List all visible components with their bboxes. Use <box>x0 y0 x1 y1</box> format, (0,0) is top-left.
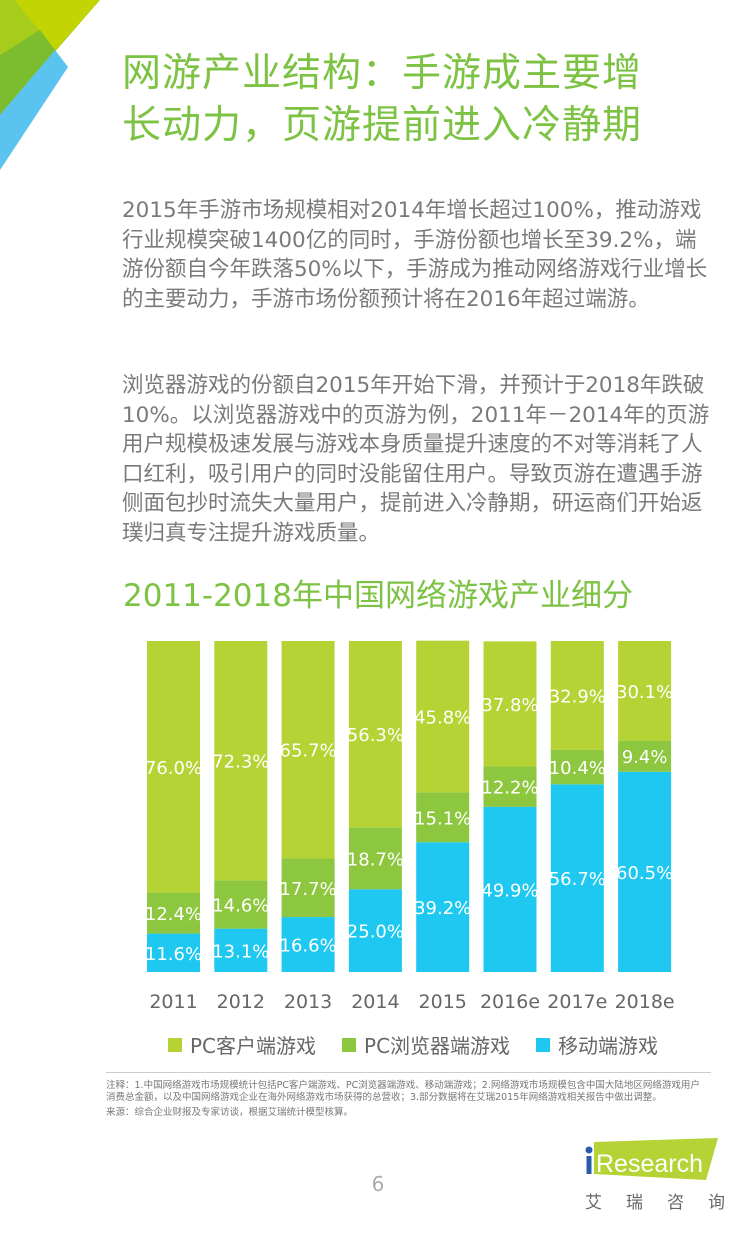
x-tick-label: 2016e <box>480 991 540 1013</box>
data-label: 37.8% <box>481 695 538 716</box>
data-label: 60.5% <box>616 863 673 884</box>
data-label: 16.6% <box>280 936 337 957</box>
bar-segment <box>348 889 402 972</box>
legend-item: 移动端游戏 <box>536 1030 658 1059</box>
bar-segment <box>348 827 402 890</box>
data-label: 72.3% <box>212 752 269 773</box>
divider <box>106 1072 711 1073</box>
legend-label: PC浏览器端游戏 <box>364 1034 511 1058</box>
page-number: 6 <box>371 1172 385 1196</box>
body-paragraph-1: 2015年手游市场规模相对2014年增长超过100%，推动游戏行业规模突破140… <box>122 198 708 312</box>
data-label: 13.1% <box>212 941 269 962</box>
footnote: 注释：1.中国网络游戏市场规模统计包括PC客户端游戏、PC浏览器端游戏、移动端游… <box>106 1080 706 1122</box>
title-line-2: 长动力，页游提前进入冷静期 <box>122 103 643 148</box>
bar-segment <box>281 858 335 918</box>
logo-chinese-name: 艾 瑞 咨 询 <box>585 1188 725 1213</box>
data-label: 10.4% <box>549 758 606 779</box>
bar-segment <box>618 641 672 741</box>
bar-segment <box>550 749 604 785</box>
legend-swatch <box>168 1037 182 1052</box>
svg-text:Research: Research <box>596 1150 703 1178</box>
data-label: 65.7% <box>280 741 337 762</box>
footnote-source: 来源：综合企业财报及专家访谈，根据艾瑞统计模型核算。 <box>106 1107 354 1118</box>
bar-segment <box>550 641 604 750</box>
data-label: 14.6% <box>212 895 269 916</box>
bar-segment <box>483 766 537 807</box>
corner-decoration <box>0 0 100 170</box>
data-label: 11.6% <box>145 944 202 965</box>
logo-char: 瑞 <box>626 1193 643 1213</box>
bar-segment <box>483 806 537 972</box>
bar-segment <box>147 933 200 972</box>
body-paragraph-2: 浏览器游戏的份额自2015年开始下滑，并预计于2018年跌破10%。以浏览器游戏… <box>122 373 710 546</box>
x-tick-label: 2012 <box>217 991 265 1013</box>
bar-segment <box>550 784 604 972</box>
chart-legend: PC客户端游戏 PC浏览器端游戏 移动端游戏 <box>168 1030 658 1059</box>
data-label: 9.4% <box>622 747 668 768</box>
legend-label: PC客户端游戏 <box>190 1034 317 1058</box>
bar-segment <box>214 880 268 929</box>
bar-segment <box>416 640 470 793</box>
bar-segment <box>483 641 537 767</box>
data-label: 39.2% <box>414 898 471 919</box>
stacked-bar-chart: 11.6% 12.4% 76.0% 2011 13.1% 14.6% 72.3% 2012 16… <box>145 640 675 1013</box>
x-tick-label: 2014 <box>351 991 399 1013</box>
data-label: 30.1% <box>616 682 673 703</box>
data-label: 76.0% <box>145 758 202 779</box>
logo-char: 询 <box>708 1193 725 1213</box>
x-tick-label: 2017e <box>547 991 607 1013</box>
bar-segment <box>214 641 268 881</box>
chart-title: 2011-2018年中国网络游戏产业细分 <box>123 578 633 614</box>
data-label: 12.2% <box>481 778 538 799</box>
bar-segment <box>147 892 200 934</box>
logo-char: 咨 <box>667 1193 684 1213</box>
bar-segment <box>348 641 402 828</box>
data-label: 17.7% <box>280 879 337 900</box>
legend-item: PC浏览器端游戏 <box>342 1030 510 1059</box>
bar-segment <box>147 641 200 893</box>
iresearch-logo: Research <box>585 1138 718 1180</box>
title-line-1: 网游产业结构：手游成主要增 <box>122 51 643 96</box>
x-tick-label: 2018e <box>615 991 675 1013</box>
data-label: 15.1% <box>414 808 471 829</box>
bar-segment <box>416 792 470 843</box>
bar-segment <box>416 842 470 972</box>
x-tick-label: 2013 <box>284 991 332 1013</box>
legend-item: PC客户端游戏 <box>168 1030 316 1059</box>
bar-segment <box>618 740 672 772</box>
data-label: 18.7% <box>347 849 404 870</box>
bar-segment <box>281 641 335 859</box>
data-label: 56.7% <box>549 869 606 890</box>
data-label: 12.4% <box>145 904 202 925</box>
data-label: 45.8% <box>414 707 471 728</box>
x-tick-label: 2011 <box>149 991 197 1013</box>
data-label: 25.0% <box>347 922 404 943</box>
bar-segment <box>281 917 335 972</box>
legend-label: 移动端游戏 <box>558 1034 659 1058</box>
bar-segment <box>618 771 672 972</box>
data-label: 56.3% <box>347 725 404 746</box>
data-label: 49.9% <box>481 880 538 901</box>
bar-segment <box>214 928 268 972</box>
data-label: 32.9% <box>549 686 606 707</box>
page-title: 网游产业结构：手游成主要增 长动力，页游提前进入冷静期 <box>122 48 742 152</box>
legend-swatch <box>536 1037 551 1052</box>
legend-swatch <box>342 1037 357 1052</box>
footnote-note: 注释：1.中国网络游戏市场规模统计包括PC客户端游戏、PC浏览器端游戏、移动端游… <box>106 1080 700 1103</box>
x-tick-label: 2015 <box>419 991 467 1013</box>
logo-char: 艾 <box>585 1193 602 1213</box>
